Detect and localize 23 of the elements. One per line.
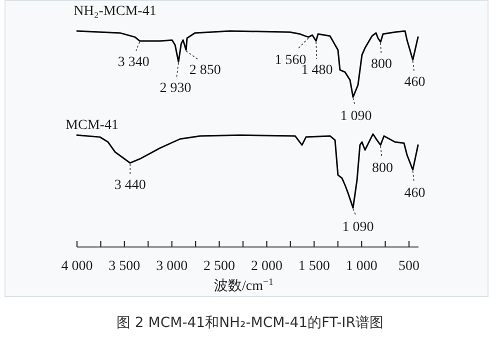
x-tick-label: 500 <box>398 259 420 274</box>
annotation: 1 090 <box>342 220 374 235</box>
series-label: MCM-41 <box>66 118 118 134</box>
annotation: 2 930 <box>160 80 192 96</box>
annotation: 3 340 <box>118 54 150 70</box>
annotation: 460 <box>404 74 426 90</box>
x-tick-label: 2 500 <box>204 259 236 274</box>
annotation: 800 <box>371 57 392 72</box>
x-tick-label: 3 500 <box>108 259 140 274</box>
annotation: 1 090 <box>340 109 372 124</box>
x-tick-label: 4 000 <box>61 259 93 274</box>
x-tick-label: 3 000 <box>156 259 188 274</box>
text: 图 2 MCM-41和NH₂-MCM-41的FT-IR谱图 <box>116 315 384 331</box>
annotation: 1 480 <box>301 62 333 78</box>
series-label: NH₂-MCM-41 <box>74 4 156 19</box>
annotation: 800 <box>372 161 394 176</box>
x-tick-label: 2 000 <box>250 259 282 274</box>
annotation: 460 <box>404 186 426 201</box>
x-tick-label: 1 500 <box>298 259 330 274</box>
x-axis-title: 波数/cm$^{−1}$ <box>214 276 274 294</box>
annotation: 2 850 <box>189 63 221 78</box>
x-tick-label: 1 000 <box>346 259 378 274</box>
annotation: 3 440 <box>114 178 146 193</box>
